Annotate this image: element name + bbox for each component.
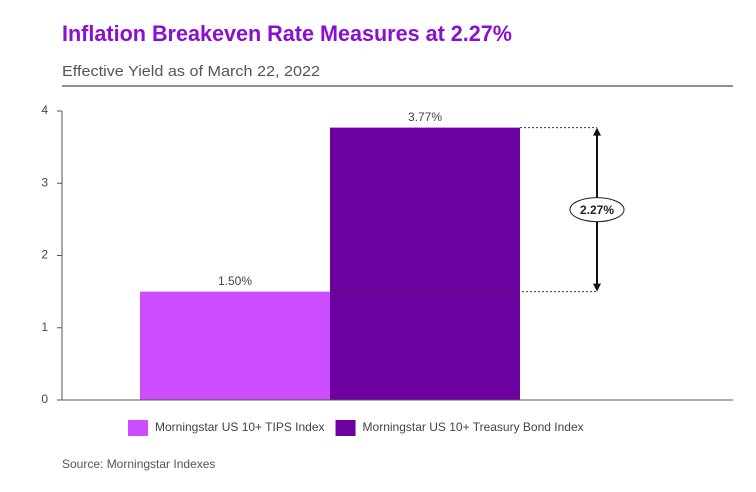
chart-title: Inflation Breakeven Rate Measures at 2.2… bbox=[62, 21, 512, 46]
arrow-head bbox=[593, 283, 601, 292]
y-tick-label: 3 bbox=[41, 175, 48, 189]
arrow-head bbox=[593, 127, 601, 136]
value-label: 3.77% bbox=[408, 110, 442, 124]
legend-label: Morningstar US 10+ TIPS Index bbox=[155, 420, 325, 434]
y-tick-label: 2 bbox=[41, 248, 48, 262]
annotation-badge bbox=[569, 197, 625, 223]
y-tick-label: 0 bbox=[41, 392, 48, 406]
legend-label: Morningstar US 10+ Treasury Bond Index bbox=[363, 420, 584, 434]
y-tick-label: 1 bbox=[41, 320, 48, 334]
bar bbox=[330, 127, 520, 401]
value-label: 1.50% bbox=[218, 274, 252, 288]
source: Source: Morningstar Indexes bbox=[62, 457, 215, 471]
y-tick-label: 4 bbox=[41, 103, 48, 117]
bar bbox=[140, 291, 330, 400]
legend-swatch bbox=[128, 420, 148, 436]
annotation: 2.27% bbox=[580, 203, 614, 217]
legend-swatch bbox=[335, 420, 356, 436]
chart-subtitle: Effective Yield as of March 22, 2022 bbox=[62, 63, 320, 80]
